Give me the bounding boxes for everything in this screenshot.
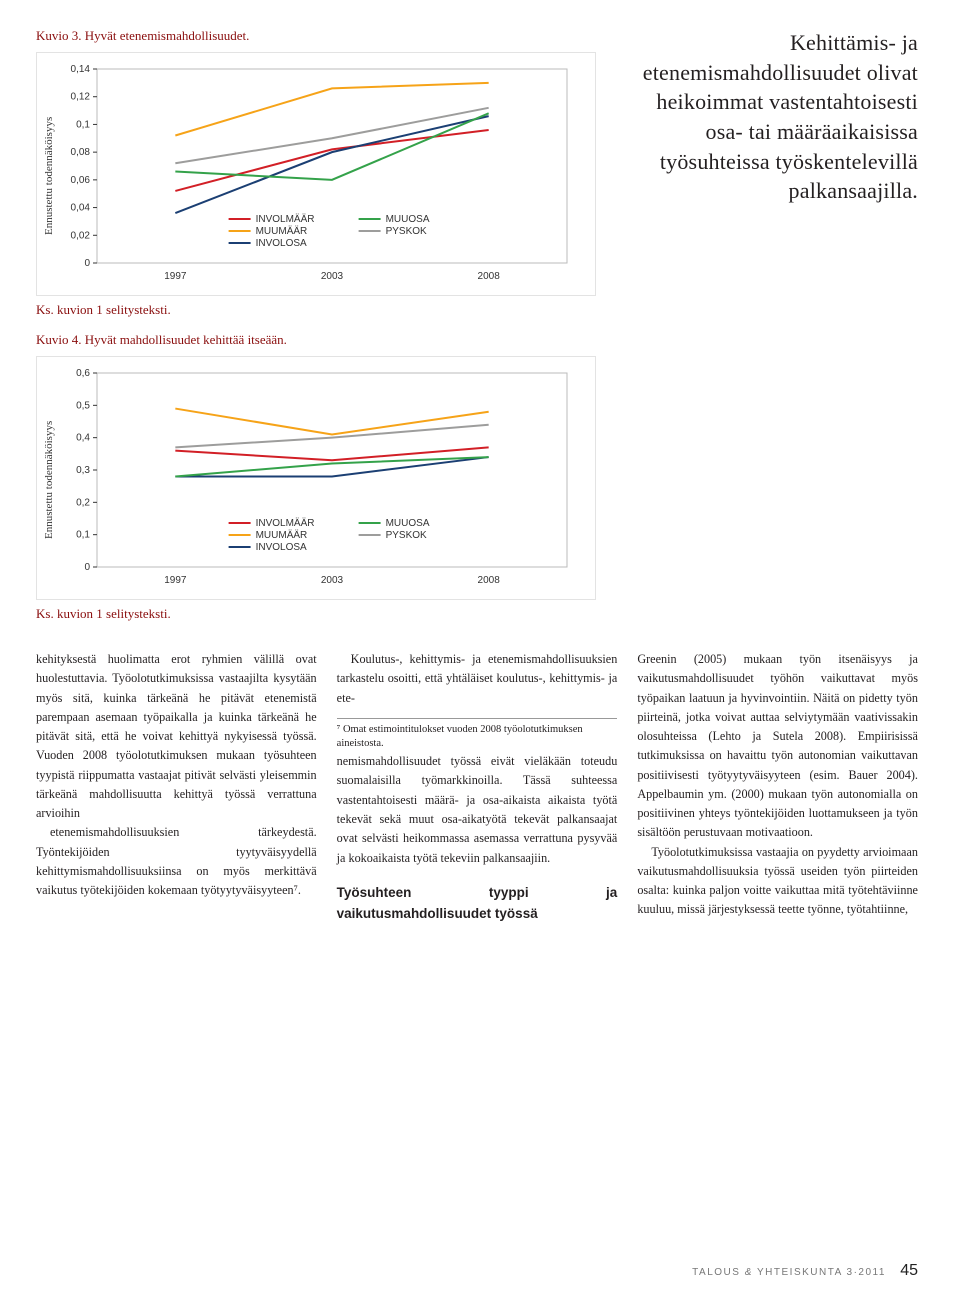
svg-text:0,08: 0,08	[71, 147, 91, 158]
svg-text:0,02: 0,02	[71, 230, 91, 241]
chart1-svg: 0 0,02 0,04 0,06 0,08 0,1 0,12 0,14 1997 2003 2008…	[57, 61, 577, 291]
chart2-selitys: Ks. kuvion 1 selitysteksti.	[36, 606, 596, 622]
svg-text:0,14: 0,14	[71, 64, 91, 75]
body-p4: nemismahdollisuudet työssä eivät vieläkä…	[337, 752, 618, 868]
svg-text:MUUOSA: MUUOSA	[386, 518, 430, 529]
footer-mag2: YHTEISKUNTA	[757, 1267, 842, 1278]
svg-text:INVOLOSA: INVOLOSA	[256, 542, 307, 553]
page-footer: TALOUS & YHTEISKUNTA 3·2011 45	[692, 1262, 918, 1280]
body-p1: kehityksestä huolimatta erot ryhmien väl…	[36, 650, 317, 823]
body-p2: etenemismahdollisuuksien tärkeydestä. Ty…	[36, 823, 317, 900]
svg-text:0,06: 0,06	[71, 175, 91, 186]
chart2-svg: 0 0,1 0,2 0,3 0,4 0,5 0,6 1997 2003 2008 INVOLMÄÄR…	[57, 365, 577, 595]
svg-text:PYSKOK: PYSKOK	[386, 530, 427, 541]
body-p3: Koulutus-, kehittymis- ja etenemismahdol…	[337, 650, 618, 708]
svg-text:1997: 1997	[164, 575, 187, 586]
svg-text:2008: 2008	[478, 271, 501, 282]
footer-amp: &	[745, 1267, 753, 1278]
svg-text:2003: 2003	[321, 271, 344, 282]
footer-page: 45	[900, 1262, 918, 1279]
svg-text:2003: 2003	[321, 575, 344, 586]
svg-text:PYSKOK: PYSKOK	[386, 226, 427, 237]
chart1-container: Ennustettu todennäköisyys 00,020,040,060…	[36, 52, 596, 296]
svg-text:2008: 2008	[478, 575, 501, 586]
svg-text:0,2: 0,2	[76, 497, 90, 508]
svg-text:0,4: 0,4	[76, 433, 90, 444]
body-p5: Greenin (2005) mukaan työn itsenäisyys j…	[637, 650, 918, 843]
svg-text:0,04: 0,04	[71, 203, 91, 214]
chart2-container: Ennustettu todennäköisyys 00,10,20,30,40…	[36, 356, 596, 600]
svg-text:0,1: 0,1	[76, 530, 90, 541]
svg-text:1997: 1997	[164, 271, 187, 282]
svg-text:INVOLOSA: INVOLOSA	[256, 238, 307, 249]
svg-text:MUUMÄÄR: MUUMÄÄR	[256, 529, 308, 541]
svg-text:0,5: 0,5	[76, 400, 90, 411]
svg-text:MUUMÄÄR: MUUMÄÄR	[256, 225, 308, 237]
svg-text:0: 0	[84, 562, 90, 573]
chart2-yaxis-label: Ennustettu todennäköisyys	[41, 365, 57, 595]
chart1-selitys: Ks. kuvion 1 selitysteksti.	[36, 302, 596, 318]
svg-text:INVOLMÄÄR: INVOLMÄÄR	[256, 213, 315, 225]
svg-text:0,1: 0,1	[76, 119, 90, 130]
svg-text:0: 0	[84, 258, 90, 269]
chart1-yaxis-label: Ennustettu todennäköisyys	[41, 61, 57, 291]
body-text-columns: kehityksestä huolimatta erot ryhmien väl…	[36, 650, 918, 924]
footer-issue: 3·2011	[847, 1267, 886, 1278]
pull-quote: Kehittämis- ja etenemismahdollisuudet ol…	[620, 28, 918, 206]
svg-text:0,12: 0,12	[71, 92, 91, 103]
body-p6: Työolotutkimuksissa vastaajia on pyydett…	[637, 843, 918, 920]
svg-text:0,3: 0,3	[76, 465, 90, 476]
section-heading: Työsuhteen tyyppi ja vaikutusmahdollisuu…	[337, 882, 618, 925]
chart1-title: Kuvio 3. Hyvät etenemismahdollisuudet.	[36, 28, 596, 44]
footer-mag: TALOUS	[692, 1267, 740, 1278]
chart2-title: Kuvio 4. Hyvät mahdollisuudet kehittää i…	[36, 332, 596, 348]
svg-text:0,6: 0,6	[76, 368, 90, 379]
footnote: ⁷ Omat estimointitulokset vuoden 2008 ty…	[337, 718, 618, 752]
svg-text:INVOLMÄÄR: INVOLMÄÄR	[256, 517, 315, 529]
svg-text:MUUOSA: MUUOSA	[386, 214, 430, 225]
